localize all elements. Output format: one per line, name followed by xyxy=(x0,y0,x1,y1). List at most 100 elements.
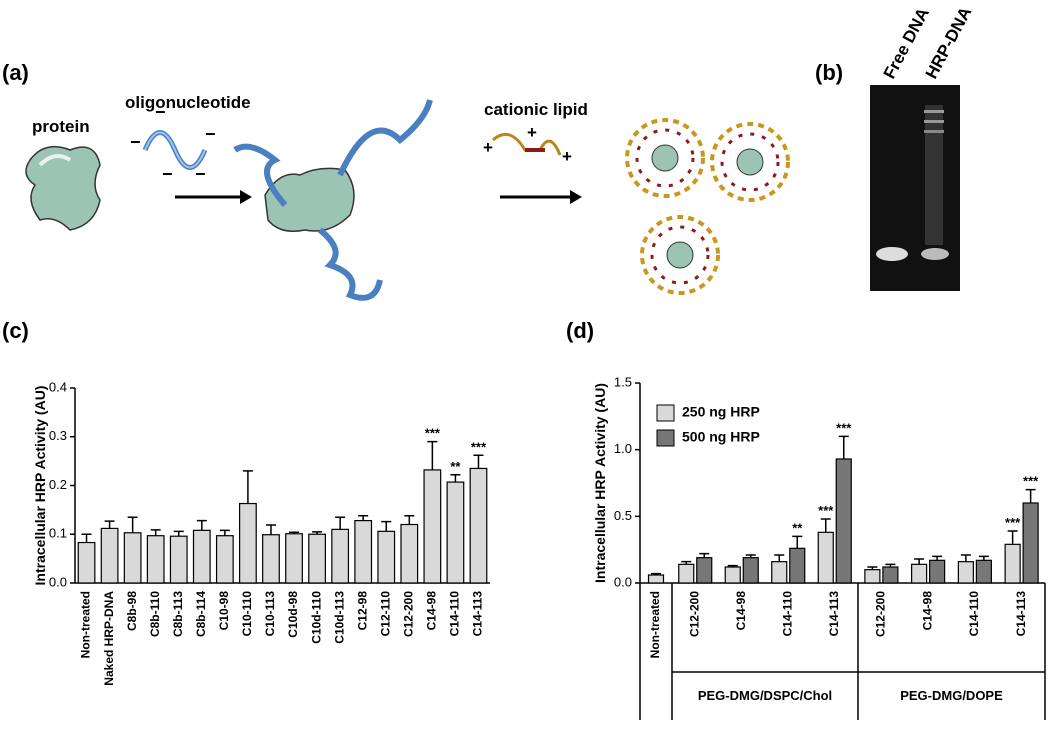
bar xyxy=(957,561,974,584)
x-tick-label: C8b-98 xyxy=(125,591,139,631)
arrow-head xyxy=(570,190,582,204)
error-bar xyxy=(427,440,438,470)
band xyxy=(924,110,944,113)
group-label: PEG-DMG/DSPC/Chol xyxy=(698,688,832,703)
error-bar xyxy=(381,520,392,532)
error-bar xyxy=(651,572,661,575)
x-tick-label: C8b-114 xyxy=(194,591,208,637)
legend-label: 500 ng HRP xyxy=(682,429,760,445)
schematic-label: cationic lipid xyxy=(484,100,588,119)
panel-label: (b) xyxy=(815,60,843,85)
band xyxy=(924,120,944,123)
significance: *** xyxy=(836,420,852,435)
bar xyxy=(446,481,465,584)
legend-swatch xyxy=(656,404,675,422)
error-bar xyxy=(774,554,785,562)
error-bar xyxy=(358,514,369,521)
group-label: PEG-DMG/DOPE xyxy=(900,688,1003,703)
error-bar xyxy=(289,531,300,534)
error-bar xyxy=(196,519,207,531)
bar xyxy=(817,531,834,584)
significance: ** xyxy=(450,459,461,474)
x-tick-label: C14-113 xyxy=(827,591,841,637)
x-tick-label: C12-200 xyxy=(687,591,701,637)
significance: *** xyxy=(425,426,441,441)
bar xyxy=(864,569,881,584)
error-bar xyxy=(404,514,415,525)
error-bar xyxy=(265,524,276,535)
error-bar xyxy=(792,535,803,549)
y-tick-label: 0.0 xyxy=(49,574,67,589)
schematic: protein oligonucleotide cationic lipid −… xyxy=(25,93,790,301)
significance: *** xyxy=(818,503,834,518)
legend-swatch xyxy=(656,429,675,447)
error-bar xyxy=(312,531,323,535)
x-tick-label: C10d-110 xyxy=(309,591,323,644)
error-bar xyxy=(838,435,849,459)
arrow-head xyxy=(240,190,252,204)
bar xyxy=(377,530,396,584)
y-tick-label: 0.5 xyxy=(614,508,632,523)
error-bar xyxy=(978,555,989,561)
x-tick-label: C10-110 xyxy=(240,591,254,637)
charge: + xyxy=(483,138,493,157)
bar xyxy=(678,563,695,584)
band xyxy=(876,247,908,261)
y-tick-label: 0.2 xyxy=(49,477,67,492)
x-tick-label: C10-113 xyxy=(263,591,277,637)
bar xyxy=(469,467,488,584)
significance: *** xyxy=(471,439,487,454)
bar xyxy=(192,529,211,584)
x-tick-label: C10d-113 xyxy=(332,591,346,644)
x-tick-label: C14-98 xyxy=(920,591,934,631)
bar xyxy=(742,557,759,584)
protein xyxy=(25,145,101,231)
bar xyxy=(400,523,419,584)
significance: *** xyxy=(1023,474,1039,489)
error-bar xyxy=(699,552,710,558)
x-tick-label: C14-113 xyxy=(1014,591,1028,637)
band xyxy=(921,248,949,260)
bar xyxy=(696,557,713,584)
bar xyxy=(215,535,234,584)
error-bar xyxy=(960,554,971,562)
x-tick-label: Naked HRP-DNA xyxy=(102,591,116,686)
charge: + xyxy=(562,147,572,166)
x-tick-label: C14-113 xyxy=(471,591,485,637)
charge: − xyxy=(130,132,141,152)
bar xyxy=(123,532,142,584)
y-tick-label: 0.1 xyxy=(49,526,67,541)
nanoparticle xyxy=(640,215,720,295)
error-bar xyxy=(820,518,831,533)
nanoparticle xyxy=(710,122,790,202)
y-axis-label: Intracellular HRP Activity (AU) xyxy=(592,383,608,583)
legend-label: 250 ng HRP xyxy=(682,404,760,420)
y-tick-label: 0.3 xyxy=(49,428,67,443)
error-bar xyxy=(681,560,692,565)
bar xyxy=(1004,543,1021,584)
charge: − xyxy=(195,164,206,184)
charge: − xyxy=(205,124,216,144)
x-tick-label: C12-200 xyxy=(401,591,415,637)
x-tick-label: C8b-110 xyxy=(148,591,162,637)
x-tick-label: C14-98 xyxy=(734,591,748,631)
bar xyxy=(146,535,165,584)
x-tick-label: C14-110 xyxy=(448,591,462,637)
error-bar xyxy=(885,563,896,567)
charge: − xyxy=(162,164,173,184)
bar xyxy=(169,535,188,584)
x-tick-label: C14-110 xyxy=(967,591,981,637)
error-bar xyxy=(335,516,346,530)
bar xyxy=(835,458,852,584)
x-tick-label: Non-treated xyxy=(648,591,662,658)
significance: ** xyxy=(792,520,803,535)
bar xyxy=(1022,502,1039,584)
bar xyxy=(911,563,928,584)
x-tick-label: C8b-113 xyxy=(171,591,185,637)
nanoparticle xyxy=(625,118,705,198)
bar xyxy=(647,574,665,584)
schematic-label: oligonucleotide xyxy=(125,93,251,112)
x-tick-label: Non-treated xyxy=(79,591,93,658)
